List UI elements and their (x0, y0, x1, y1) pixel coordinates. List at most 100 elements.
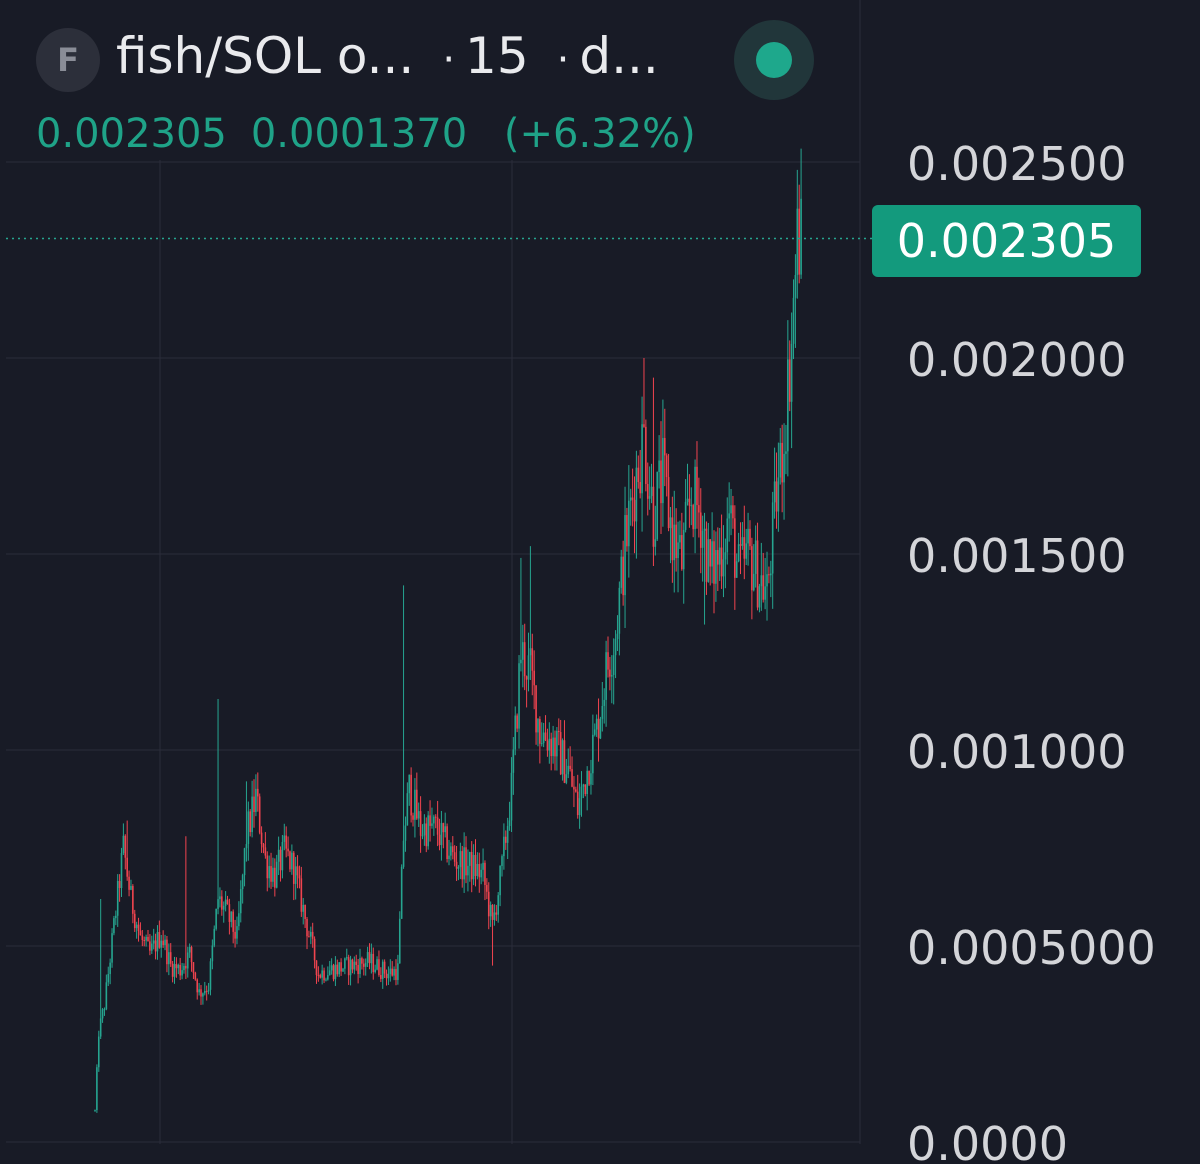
candle-body (238, 913, 240, 927)
candle-body (593, 729, 596, 735)
candle-body (612, 655, 615, 675)
candle-body (353, 961, 356, 970)
price-change-percent: (+6.32%) (503, 111, 696, 157)
candle-body (440, 823, 443, 846)
candle-body (166, 939, 168, 965)
candle-body (368, 952, 371, 964)
candle-body (491, 904, 494, 920)
candle-body (380, 975, 382, 979)
candle-body (135, 924, 138, 929)
candle-body (790, 343, 793, 402)
candle-body (631, 497, 634, 500)
candle-body (450, 846, 452, 856)
candle-body (141, 935, 144, 940)
candle-body (457, 867, 460, 869)
candle-body (523, 642, 526, 677)
candle-body (285, 835, 287, 849)
candle-body (586, 770, 588, 794)
candle-body (546, 740, 549, 751)
candle-body (703, 528, 706, 531)
candle-body (595, 718, 598, 730)
candle-body (588, 770, 590, 785)
symbol-title[interactable]: fish/SOL o... · 15 · d... (116, 24, 659, 88)
candle-body (787, 359, 789, 452)
candle-body (262, 844, 265, 848)
candle-body (374, 969, 376, 973)
candle-body (113, 918, 115, 934)
interval-label: 15 (465, 27, 529, 85)
candle-body (667, 477, 670, 529)
candle-body (192, 962, 195, 973)
y-axis-tick-label: 0.0005000 (907, 921, 1156, 975)
candle-body (429, 815, 431, 826)
title-separator: · (442, 37, 456, 83)
candle-body (417, 811, 420, 819)
candle-body (190, 947, 193, 963)
candle-body (573, 786, 575, 790)
candle-body (327, 975, 329, 980)
candle-body (648, 496, 651, 499)
candle-body (391, 968, 394, 976)
candle-body (215, 908, 217, 929)
candle-body (525, 676, 528, 680)
candles (94, 148, 802, 1113)
candle-body (724, 552, 727, 560)
candle-body (340, 962, 342, 972)
candle-body (268, 866, 270, 879)
candle-body (692, 505, 694, 530)
candle-body (372, 953, 375, 973)
candle-body (762, 575, 765, 600)
candle-body (775, 481, 778, 512)
candle-body (675, 524, 677, 559)
candle-body (510, 772, 513, 821)
candle-body (565, 774, 568, 783)
live-status-indicator[interactable] (734, 20, 814, 100)
candle-body (366, 952, 369, 963)
candle-body (476, 864, 479, 877)
candle-body (592, 734, 594, 774)
candle-body (381, 961, 384, 979)
candle-body (487, 891, 490, 917)
candle-body (291, 852, 293, 870)
y-axis-tick-label: 0.001500 (907, 529, 1127, 583)
candle-body (398, 918, 401, 964)
candle-body (416, 789, 418, 819)
candle-body (194, 972, 197, 980)
candle-body (107, 974, 110, 983)
candle-body (620, 556, 623, 588)
candle-body (512, 749, 515, 773)
candle-body (109, 962, 111, 975)
candle-body (486, 884, 488, 892)
candle-body (347, 957, 350, 976)
candle-body (522, 642, 524, 660)
candle-body (302, 904, 305, 912)
candle-body (149, 941, 151, 951)
candle-body (542, 732, 545, 744)
candle-body (186, 952, 189, 969)
candle-body (402, 840, 405, 867)
candle-body (707, 539, 710, 582)
candle-body (139, 930, 142, 936)
candle-body (455, 861, 458, 869)
candle-body (260, 832, 263, 845)
candle-body (622, 556, 624, 596)
candle-body (444, 826, 447, 833)
candle-body (643, 424, 645, 427)
candle-body (694, 466, 696, 530)
candle-body (154, 940, 157, 952)
token-avatar[interactable]: F (36, 28, 100, 92)
candle-body (241, 875, 244, 890)
candle-body (306, 918, 308, 937)
candle-body (147, 936, 149, 942)
candle-body (414, 789, 416, 820)
candle-body (255, 788, 257, 813)
candle-body (300, 878, 303, 912)
candle-body (567, 765, 570, 775)
price-axis[interactable]: 0.0000 0.0005000 0.001000 0.001500 0.002000 0… (907, 137, 1156, 1164)
candle-body (183, 965, 185, 971)
candle-body (701, 530, 704, 548)
candle-body (334, 964, 337, 980)
candle-body (686, 498, 689, 502)
candle-body (412, 815, 414, 820)
